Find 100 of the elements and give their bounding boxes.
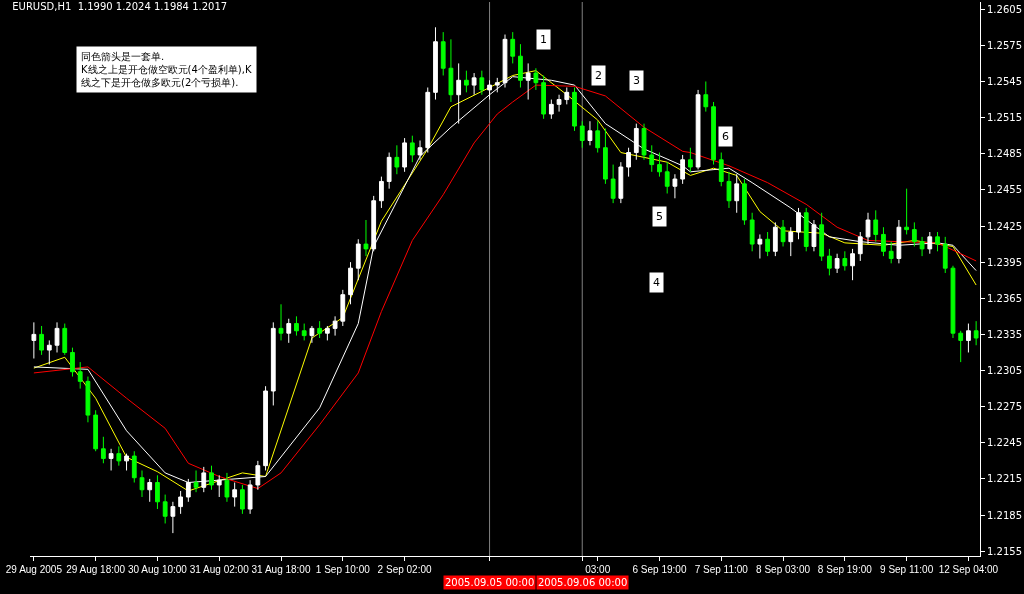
y-tick-label: 1.2335 xyxy=(987,328,1022,340)
candlestick xyxy=(147,478,153,503)
candlestick xyxy=(417,140,423,161)
candlestick xyxy=(124,453,129,471)
candlestick xyxy=(919,236,925,257)
candlestick xyxy=(742,178,747,226)
x-tick-label: 2005.09.06 00:00 xyxy=(538,577,628,588)
candlestick xyxy=(711,101,716,166)
candlestick xyxy=(394,144,400,175)
candlestick xyxy=(139,469,145,498)
candlestick xyxy=(556,94,562,113)
candlestick xyxy=(734,173,740,214)
candlestick xyxy=(772,221,778,257)
candlestick xyxy=(510,31,516,64)
y-tick-label: 1.2155 xyxy=(987,545,1022,557)
candlestick xyxy=(402,137,407,173)
annotation: 4 xyxy=(653,276,660,289)
candlestick xyxy=(209,465,214,491)
candlestick xyxy=(850,248,855,281)
candlestick xyxy=(618,161,624,204)
candlestick xyxy=(703,80,709,113)
annotation: 1 xyxy=(540,33,547,46)
y-tick-label: 1.2275 xyxy=(987,401,1022,413)
candlestick xyxy=(332,315,338,337)
x-tick-label: 29 Aug 18:00 xyxy=(66,564,126,575)
y-tick-label: 1.2185 xyxy=(987,509,1022,521)
candlestick xyxy=(788,226,794,257)
candlestick xyxy=(834,253,840,274)
y-tick-label: 1.2395 xyxy=(987,256,1022,268)
y-tick-label: 1.2575 xyxy=(987,39,1022,51)
candlestick xyxy=(633,123,639,161)
y-tick-label: 1.2455 xyxy=(987,184,1022,196)
candlestick xyxy=(811,219,817,252)
candlestick xyxy=(657,152,662,178)
candlestick xyxy=(448,38,454,103)
y-tick-label: 1.2305 xyxy=(987,365,1022,377)
candlestick xyxy=(178,490,183,515)
x-tick-label: 8 Sep 19:00 xyxy=(817,564,873,575)
candlestick xyxy=(695,89,701,170)
candlestick xyxy=(603,127,608,185)
x-tick-label: 29 Aug 2005 xyxy=(5,564,63,575)
x-tick-label: 12 Sep 04:00 xyxy=(938,564,999,575)
y-tick-label: 1.2365 xyxy=(987,292,1022,304)
y-tick-label: 1.2515 xyxy=(987,112,1022,124)
candlestick xyxy=(100,436,106,464)
x-tick-label: 2005.09.05 00:00 xyxy=(445,577,535,588)
candlestick xyxy=(973,320,979,346)
candlestick xyxy=(587,120,593,146)
x-tick-label: 8 Sep 03:00 xyxy=(756,564,811,575)
candlestick xyxy=(726,171,732,209)
candlestick xyxy=(348,261,353,305)
candlestick xyxy=(131,450,137,484)
candlestick xyxy=(278,303,284,341)
candlestick xyxy=(363,219,369,257)
candlestick xyxy=(440,31,446,76)
candlestick xyxy=(224,472,230,503)
candlestick xyxy=(263,385,268,471)
x-tick-label: 03:00 xyxy=(585,564,611,575)
candlestick xyxy=(93,409,99,452)
candlestick xyxy=(610,164,616,204)
candlestick xyxy=(649,144,655,173)
candlestick xyxy=(294,315,299,337)
candlestick xyxy=(155,474,160,510)
y-tick-label: 1.2425 xyxy=(987,220,1022,232)
candlestick xyxy=(31,321,37,359)
candlestick xyxy=(904,188,910,235)
candlestick xyxy=(85,376,91,423)
candlestick xyxy=(317,320,323,339)
candlestick xyxy=(672,173,678,199)
candlestick xyxy=(749,212,755,252)
candlestick xyxy=(471,72,477,96)
candlestick xyxy=(626,147,631,178)
candlestick xyxy=(62,323,68,356)
y-tick-label: 1.2605 xyxy=(987,3,1022,15)
candlestick xyxy=(680,154,686,185)
candlestick xyxy=(595,120,601,154)
candlestick xyxy=(301,323,307,341)
candlestick xyxy=(108,448,114,471)
candlestick xyxy=(533,67,539,91)
candlestick xyxy=(718,152,724,187)
candlestick xyxy=(371,195,377,252)
candlestick xyxy=(39,325,44,356)
candlestick xyxy=(548,99,554,120)
candlestick xyxy=(572,87,577,132)
candlestick xyxy=(950,265,956,339)
candlestick xyxy=(881,226,886,257)
candlestick xyxy=(757,233,763,260)
candlestick xyxy=(780,219,786,247)
candlestick xyxy=(425,87,431,154)
candlestick xyxy=(911,221,917,247)
candlestick xyxy=(942,236,948,274)
candlestick xyxy=(765,231,770,257)
candlestick xyxy=(687,147,693,173)
candlestick xyxy=(819,212,825,262)
y-tick-label: 1.2245 xyxy=(987,437,1022,449)
candlestick xyxy=(865,212,871,245)
x-tick-label: 7 Sep 11:00 xyxy=(694,564,749,575)
candlestick xyxy=(340,289,346,327)
x-tick-label: 9 Sep 11:00 xyxy=(880,564,934,575)
candlestick xyxy=(386,152,392,190)
